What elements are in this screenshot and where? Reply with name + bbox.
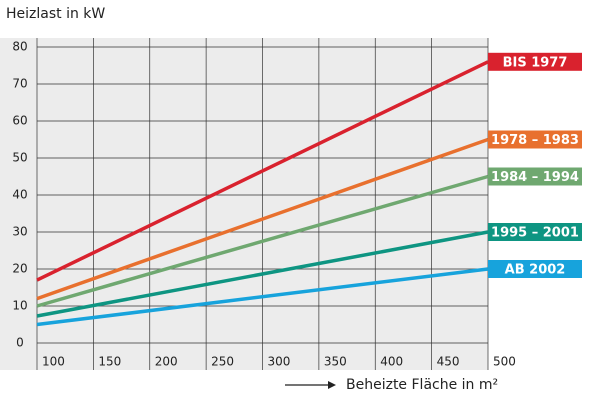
legend-box [488, 223, 582, 241]
legend-box [488, 52, 582, 71]
x-tick-label: 200 [155, 355, 178, 369]
y-tick-label: 20 [12, 262, 27, 276]
x-axis-label: Beheizte Fläche in m² [346, 377, 498, 393]
data-line [36, 267, 489, 327]
y-tick-label: 60 [12, 114, 27, 128]
arrow-head [328, 381, 336, 389]
legend-label: 1978 – 1983 [491, 133, 579, 148]
x-tick-label: 100 [42, 355, 65, 369]
y-tick-label: 40 [12, 188, 27, 202]
x-tick-label: 350 [324, 355, 347, 369]
legend-box [488, 130, 582, 149]
x-tick-label: 500 [493, 355, 516, 369]
legend-box [488, 167, 582, 186]
legend-label: 1984 – 1994 [491, 170, 579, 185]
x-tick-label: 300 [268, 355, 291, 369]
x-tick-label: 250 [211, 355, 234, 369]
plot-background [0, 38, 488, 370]
data-line [36, 137, 489, 301]
x-tick-label: 400 [380, 355, 403, 369]
x-tick-label: 150 [98, 355, 121, 369]
y-tick-label: 80 [12, 40, 27, 54]
y-tick-label: 50 [12, 151, 27, 165]
y-tick-label: 10 [12, 299, 27, 313]
y-tick-label: 0 [16, 336, 24, 350]
data-line [36, 60, 489, 282]
y-axis-label: Heizlast in kW [6, 6, 105, 22]
legend-label: AB 2002 [505, 263, 566, 278]
x-tick-label: 450 [437, 355, 460, 369]
y-tick-label: 30 [12, 225, 27, 239]
y-tick-label: 70 [12, 77, 27, 91]
legend-box [488, 260, 582, 278]
legend-label: 1995 – 2001 [491, 226, 579, 241]
data-line [36, 174, 489, 308]
data-line [36, 230, 489, 318]
legend-label: BIS 1977 [503, 55, 568, 70]
